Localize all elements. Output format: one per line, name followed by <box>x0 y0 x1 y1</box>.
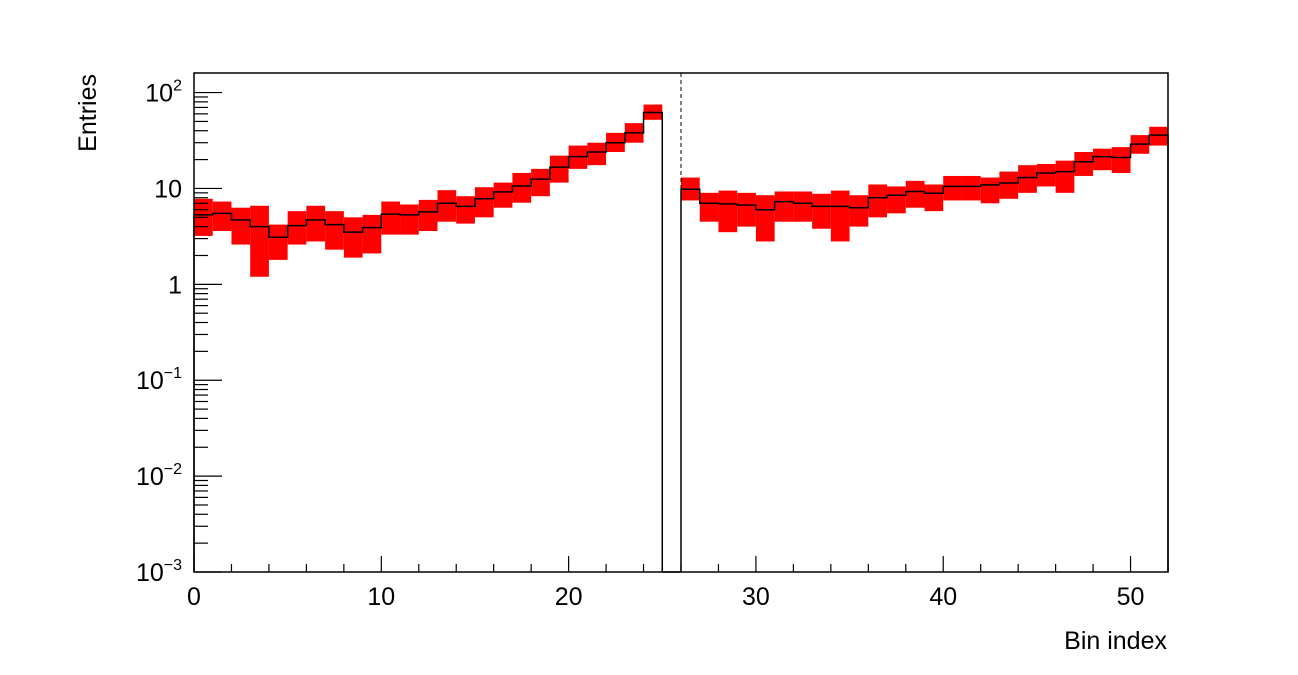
uncertainty-band-bin-32 <box>793 191 813 222</box>
y-tick-label-0: 10−3 <box>136 557 182 587</box>
y-tick-label-3: 1 <box>168 271 182 299</box>
uncertainty-band-bin-27 <box>699 192 719 222</box>
uncertainty-band-bin-47 <box>1074 152 1094 176</box>
uncertainty-band-bin-45 <box>1036 163 1056 187</box>
uncertainty-band-bin-31 <box>774 191 794 222</box>
uncertainty-band-bin-17 <box>512 172 532 203</box>
tick-labels: 0 10 20 30 40 50 10−3 10−2 10−1 1 10 102 <box>136 78 1145 611</box>
y-tick-label-1: 10−2 <box>136 461 182 491</box>
uncertainty-band-bin-18 <box>531 168 550 197</box>
y-tick-label-5: 102 <box>145 78 182 108</box>
uncertainty-band-bin-35 <box>849 195 869 227</box>
x-tick-label-30: 30 <box>742 583 770 611</box>
uncertainty-band-bin-8 <box>343 217 363 258</box>
x-tick-label-20: 20 <box>555 583 583 611</box>
uncertainty-band-bin-28 <box>718 190 738 233</box>
uncertainty-band-bin-48 <box>1093 148 1112 171</box>
uncertainty-band-bin-34 <box>830 190 850 242</box>
uncertainty-band-bin-3 <box>250 205 269 277</box>
y-tick-label-2: 10−1 <box>136 365 182 395</box>
uncertainty-band-bin-5 <box>287 211 307 245</box>
uncertainty-band-bin-15 <box>474 187 494 218</box>
x-tick-label-0: 0 <box>187 583 201 611</box>
y-axis-title: Entries <box>74 74 102 152</box>
x-axis-title: Bin index <box>1064 627 1167 655</box>
uncertainty-band-bin-51 <box>1149 126 1168 146</box>
uncertainty-band-bin-4 <box>268 224 288 260</box>
uncertainty-band-bin-19 <box>549 155 569 183</box>
uncertainty-band-bin-40 <box>943 175 962 201</box>
x-tick-label-40: 40 <box>929 583 957 611</box>
uncertainty-band-bin-30 <box>755 195 775 242</box>
uncertainty-band-bin-43 <box>999 171 1019 199</box>
uncertainty-band-bin-42 <box>980 177 1000 204</box>
uncertainty-band-bin-37 <box>887 186 906 214</box>
uncertainty-band-bin-39 <box>924 184 944 212</box>
uncertainty-bands <box>194 104 1168 277</box>
uncertainty-band-bin-6 <box>306 205 326 242</box>
uncertainty-band-bin-7 <box>325 211 344 250</box>
uncertainty-band-bin-9 <box>362 214 382 254</box>
uncertainty-band-bin-38 <box>905 180 925 208</box>
uncertainty-band-bin-14 <box>456 196 475 224</box>
uncertainty-band-bin-10 <box>381 201 401 235</box>
uncertainty-band-bin-49 <box>1111 147 1131 173</box>
uncertainty-band-bin-41 <box>961 175 981 201</box>
uncertainty-band-bin-33 <box>812 193 831 229</box>
uncertainty-band-bin-36 <box>868 184 888 218</box>
uncertainty-band-bin-29 <box>737 192 756 227</box>
uncertainty-band-bin-13 <box>437 190 457 222</box>
uncertainty-band-bin-44 <box>1018 165 1037 193</box>
uncertainty-band-bin-21 <box>587 142 607 166</box>
axis-ticks <box>193 91 1169 573</box>
uncertainty-band-bin-16 <box>493 182 513 208</box>
x-tick-label-10: 10 <box>367 583 395 611</box>
uncertainty-band-bin-46 <box>1055 160 1075 193</box>
uncertainty-band-bin-1 <box>212 201 232 232</box>
x-tick-label-50: 50 <box>1117 583 1145 611</box>
y-tick-label-4: 10 <box>154 175 182 203</box>
uncertainty-band-bin-11 <box>400 204 419 235</box>
uncertainty-band-bin-2 <box>231 207 251 245</box>
uncertainty-band-bin-12 <box>418 199 438 232</box>
